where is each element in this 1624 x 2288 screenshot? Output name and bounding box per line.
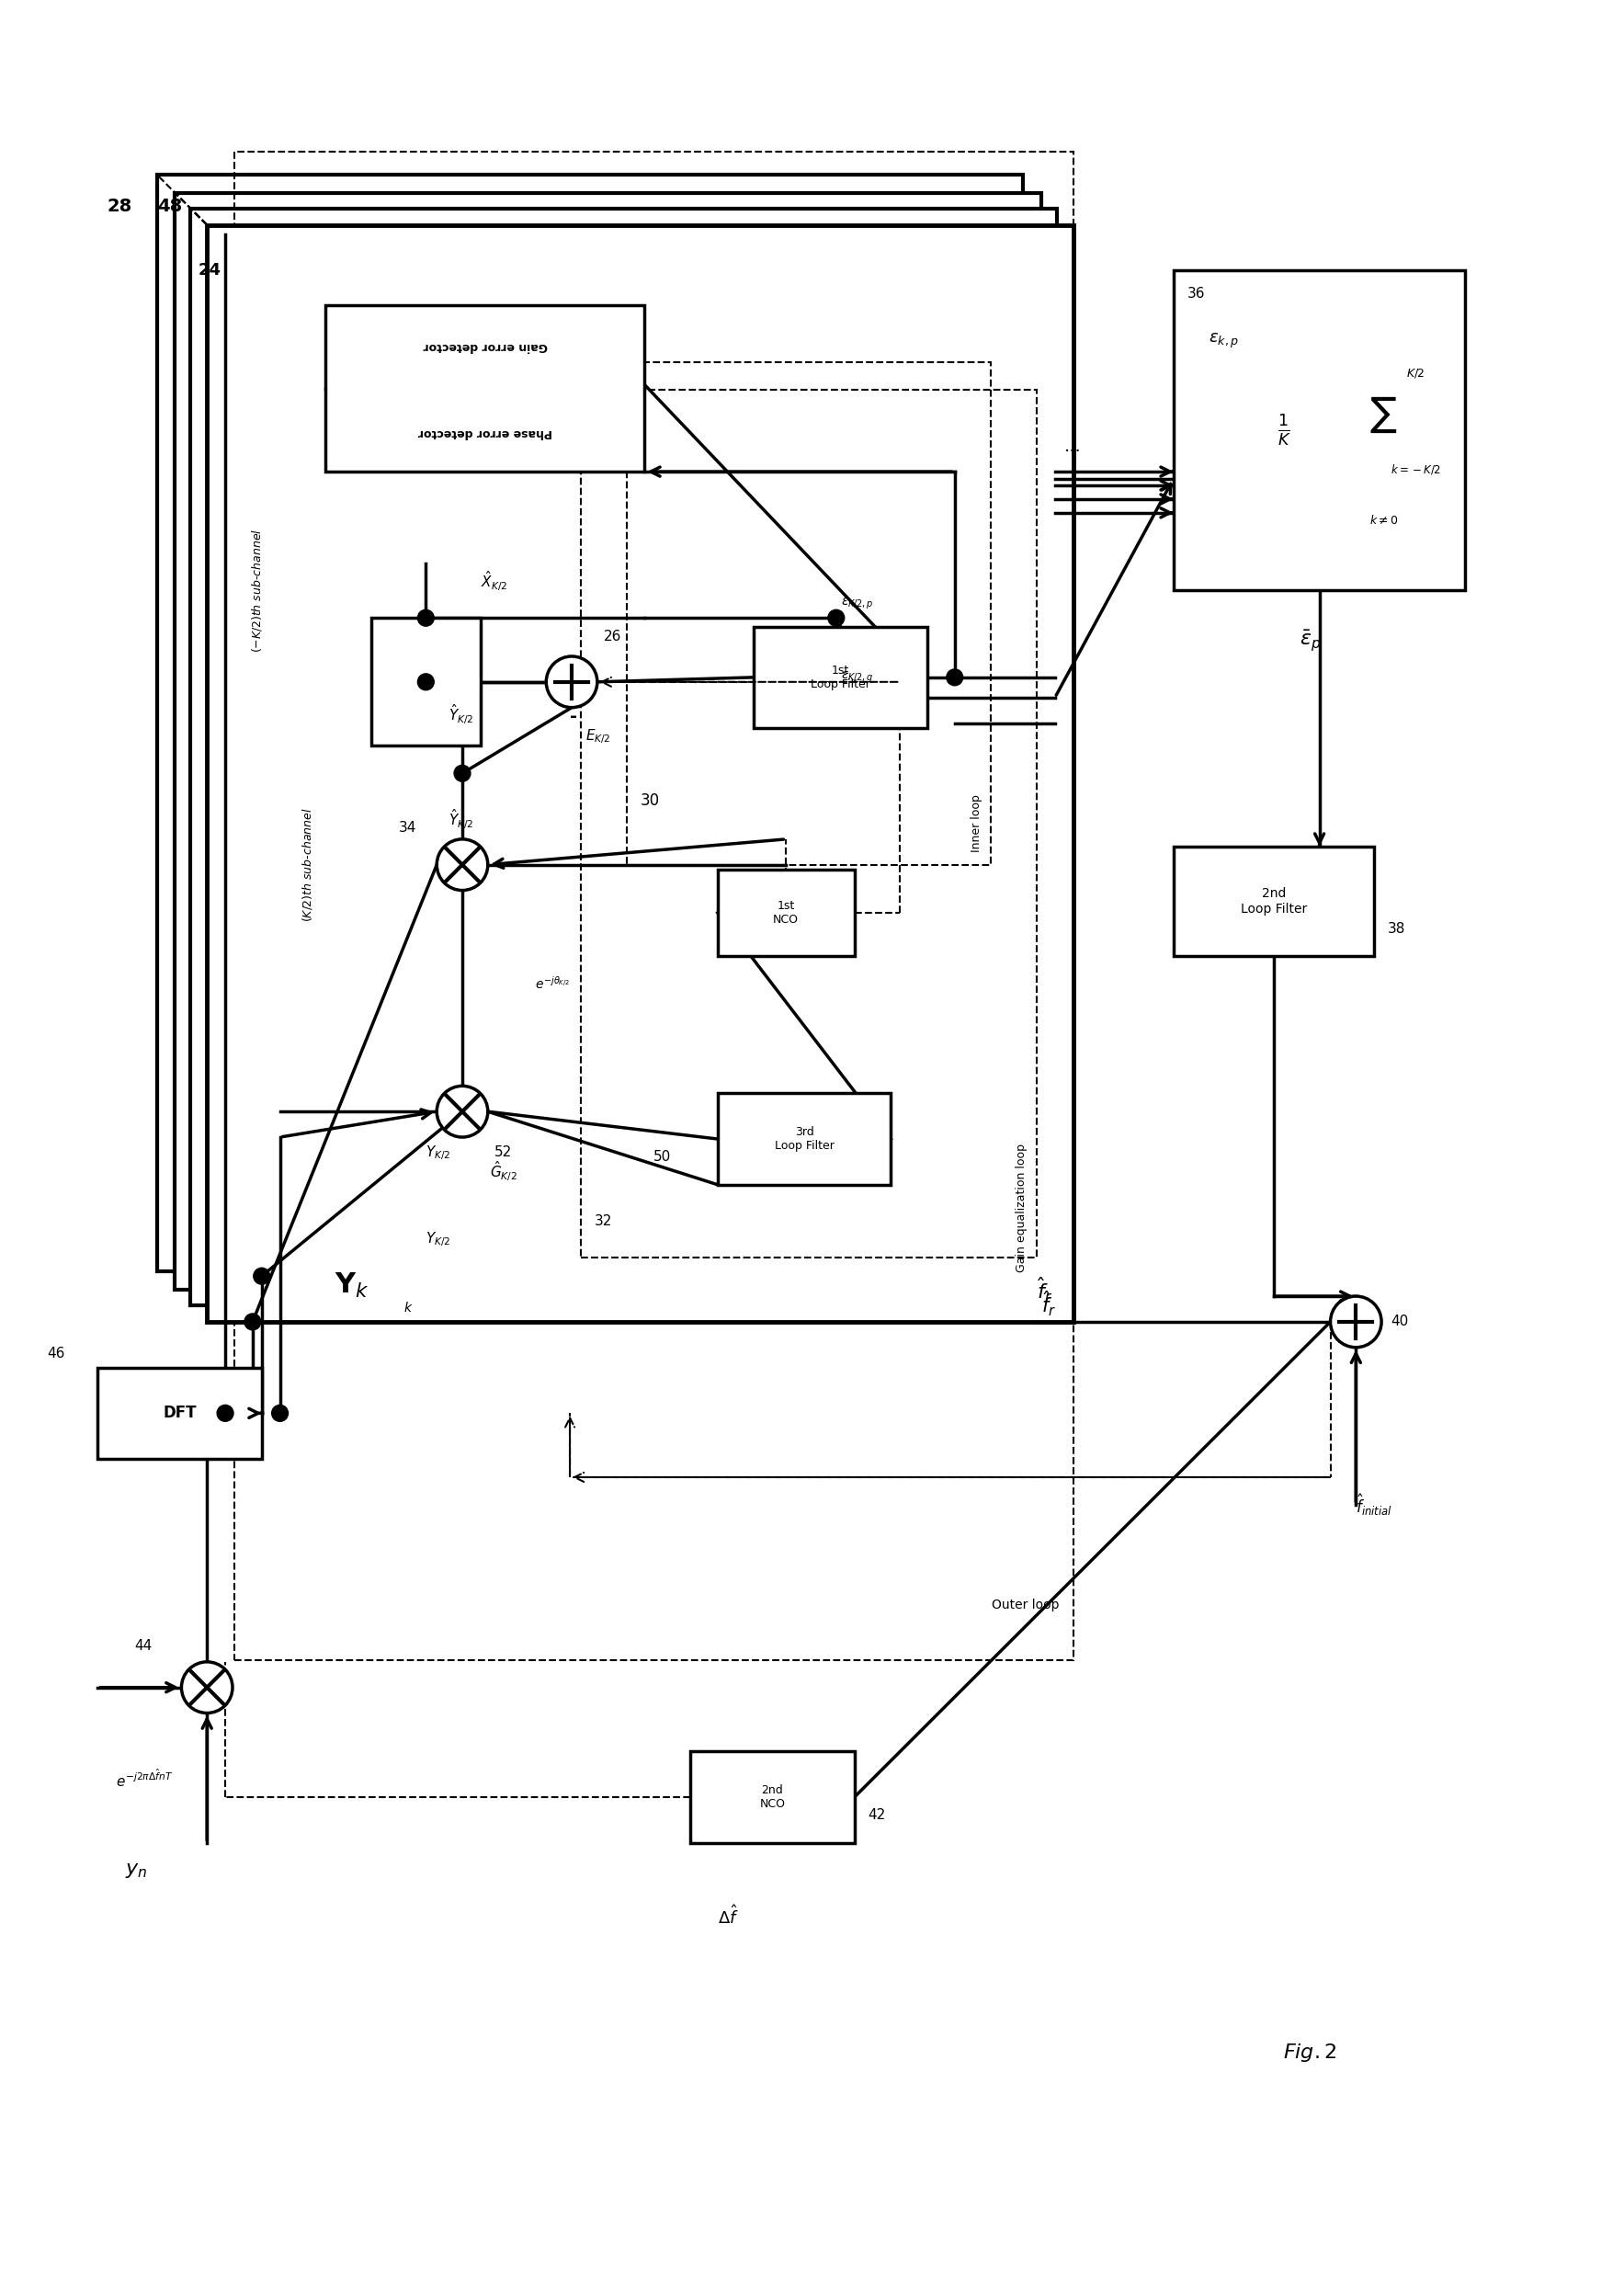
Text: $\varepsilon_{K/2,g}$: $\varepsilon_{K/2,g}$: [841, 670, 874, 684]
Circle shape: [253, 1268, 270, 1284]
Bar: [206, 224, 1073, 1322]
Text: 46: 46: [47, 1348, 65, 1361]
Text: $\varepsilon_{k,p}$: $\varepsilon_{k,p}$: [1208, 332, 1239, 350]
Text: $K/2$: $K/2$: [1406, 366, 1426, 380]
Circle shape: [947, 668, 963, 686]
Circle shape: [271, 1405, 287, 1421]
Text: Inner loop: Inner loop: [970, 794, 983, 853]
Text: $\hat{f}_r$: $\hat{f}_r$: [1036, 1274, 1052, 1304]
Text: $\hat{X}_{K/2}$: $\hat{X}_{K/2}$: [481, 570, 507, 593]
Circle shape: [455, 764, 471, 782]
Text: $Fig.2$: $Fig.2$: [1283, 2043, 1337, 2064]
Text: 42: 42: [869, 1808, 885, 1821]
Text: Gain error detector: Gain error detector: [422, 341, 547, 352]
Text: -: -: [570, 707, 577, 725]
Text: 30: 30: [640, 792, 659, 810]
Bar: [97, 1368, 261, 1460]
Bar: [1174, 847, 1374, 956]
Text: 24: 24: [198, 263, 221, 279]
Text: 48: 48: [158, 197, 182, 215]
Text: 52: 52: [494, 1146, 512, 1160]
Bar: [234, 151, 1073, 1661]
Bar: [754, 627, 927, 728]
Text: 36: 36: [1187, 286, 1205, 300]
Circle shape: [1330, 1297, 1382, 1348]
Text: 44: 44: [135, 1640, 151, 1654]
Bar: [718, 869, 854, 956]
Text: $\frac{1}{K}$: $\frac{1}{K}$: [1278, 414, 1291, 448]
Text: $E_{K/2}$: $E_{K/2}$: [585, 728, 611, 746]
Circle shape: [546, 657, 598, 707]
Text: 50: 50: [654, 1151, 671, 1165]
Text: 1st
NCO: 1st NCO: [773, 899, 799, 927]
Text: ...: ...: [1065, 437, 1082, 455]
Text: 2nd
Loop Filter: 2nd Loop Filter: [1241, 888, 1307, 915]
Bar: [325, 304, 645, 471]
Text: $Y_{K/2}$: $Y_{K/2}$: [425, 1231, 451, 1249]
Text: $\varepsilon_{K/2,p}$: $\varepsilon_{K/2,p}$: [841, 597, 874, 611]
Circle shape: [182, 1661, 232, 1714]
Bar: [1174, 270, 1465, 590]
Circle shape: [417, 673, 434, 691]
Text: $e^{-j2\pi\Delta\hat{f}nT}$: $e^{-j2\pi\Delta\hat{f}nT}$: [115, 1769, 174, 1789]
Text: $k$: $k$: [403, 1302, 412, 1316]
Bar: [690, 1750, 854, 1842]
Text: 3rd
Loop Filter: 3rd Loop Filter: [775, 1126, 835, 1151]
Text: $\mathbf{Y}_k$: $\mathbf{Y}_k$: [335, 1270, 369, 1300]
Text: Gain equalization loop: Gain equalization loop: [1015, 1144, 1028, 1272]
Bar: [627, 362, 991, 865]
Text: $k\neq 0$: $k\neq 0$: [1369, 515, 1398, 526]
Text: 34: 34: [398, 821, 416, 835]
Bar: [158, 174, 1023, 1272]
Circle shape: [828, 609, 844, 627]
Bar: [190, 208, 1057, 1306]
Text: $\Delta\hat{f}$: $\Delta\hat{f}$: [718, 1904, 739, 1926]
Circle shape: [244, 1313, 261, 1329]
Text: $\hat{Y}_{K/2}$: $\hat{Y}_{K/2}$: [448, 702, 474, 725]
Text: $(-K/2)$th sub-channel: $(-K/2)$th sub-channel: [250, 529, 265, 652]
Text: $y_n$: $y_n$: [125, 1860, 148, 1878]
Circle shape: [437, 1087, 487, 1137]
Text: $Y_{K/2}$: $Y_{K/2}$: [425, 1144, 451, 1162]
Text: $e^{-j\theta_{K/2}}$: $e^{-j\theta_{K/2}}$: [536, 975, 570, 991]
Text: Outer loop: Outer loop: [992, 1599, 1059, 1611]
Text: 40: 40: [1390, 1316, 1408, 1329]
Text: $(K/2)$th sub-channel: $(K/2)$th sub-channel: [300, 808, 313, 922]
Text: 1st
Loop Filter: 1st Loop Filter: [810, 664, 870, 691]
Text: DFT: DFT: [162, 1405, 197, 1421]
Text: $k=-K/2$: $k=-K/2$: [1390, 462, 1440, 476]
Text: $\bar{\varepsilon}_p$: $\bar{\varepsilon}_p$: [1299, 629, 1320, 654]
Text: $\hat{G}_{K/2}$: $\hat{G}_{K/2}$: [490, 1160, 516, 1183]
Text: 28: 28: [107, 197, 132, 215]
Text: $\hat{f}_r$: $\hat{f}_r$: [1041, 1288, 1056, 1318]
Text: 2nd
NCO: 2nd NCO: [760, 1785, 784, 1810]
Circle shape: [437, 840, 487, 890]
Text: 38: 38: [1389, 922, 1406, 936]
Text: 26: 26: [604, 629, 622, 643]
Text: $\hat{Y}_{K/2}$: $\hat{Y}_{K/2}$: [448, 808, 474, 831]
Text: Phase error detector: Phase error detector: [417, 428, 552, 439]
Text: $\sum$: $\sum$: [1369, 394, 1398, 435]
Text: 32: 32: [594, 1215, 612, 1229]
Bar: [718, 1094, 892, 1185]
Bar: [581, 389, 1036, 1258]
Circle shape: [218, 1405, 234, 1421]
Bar: [175, 192, 1041, 1290]
Bar: [372, 618, 481, 746]
Circle shape: [417, 609, 434, 627]
Text: $\hat{f}_{initial}$: $\hat{f}_{initial}$: [1356, 1492, 1393, 1517]
